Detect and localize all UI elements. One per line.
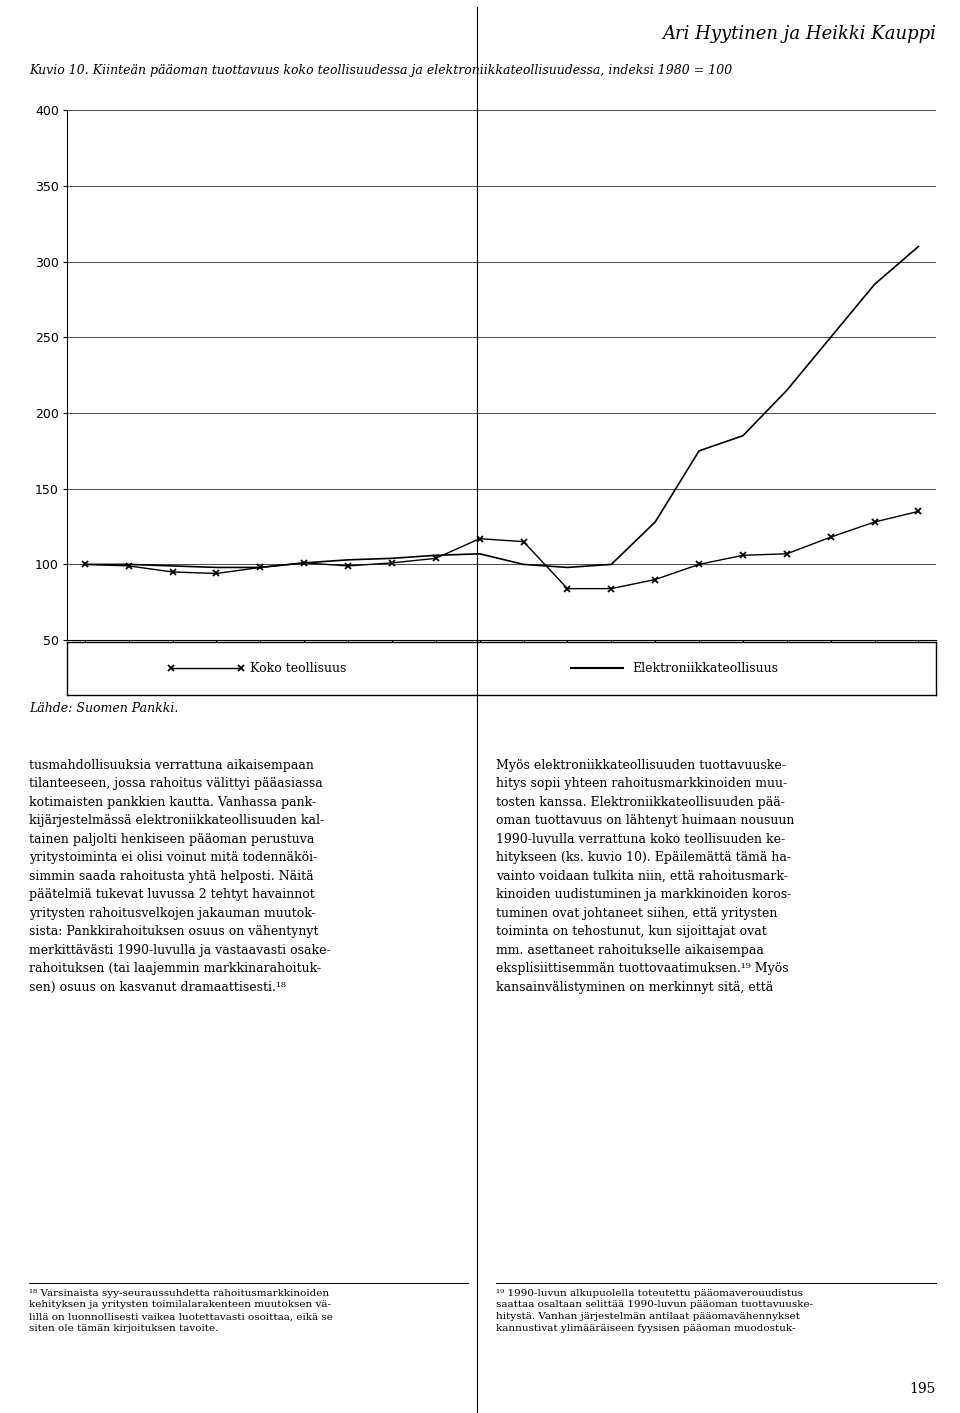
Text: Koko teollisuus: Koko teollisuus xyxy=(250,661,346,675)
Elektroniikkateollisuus xyxy=(210,560,222,577)
Koko teollisuus xyxy=(649,571,660,588)
Elektroniikkateollisuus xyxy=(606,555,617,572)
Koko teollisuus xyxy=(781,545,793,562)
Elektroniikkateollisuus xyxy=(79,555,90,572)
Koko teollisuus xyxy=(562,581,573,598)
Koko teollisuus xyxy=(299,554,310,571)
Elektroniikkateollisuus xyxy=(517,555,529,572)
Text: Myös elektroniikkateollisuuden tuottavuuske-
hitys sopii yhteen rahoitusmarkkino: Myös elektroniikkateollisuuden tuottavuu… xyxy=(496,759,795,993)
Elektroniikkateollisuus xyxy=(167,557,179,574)
Koko teollisuus xyxy=(517,533,529,550)
Line: Elektroniikkateollisuus: Elektroniikkateollisuus xyxy=(84,246,919,568)
Koko teollisuus xyxy=(79,555,90,572)
Text: tusmahdollisuuksia verrattuna aikaisempaan
tilanteeseen, jossa rahoitus välittyi: tusmahdollisuuksia verrattuna aikaisempa… xyxy=(29,759,330,993)
Koko teollisuus xyxy=(343,557,354,574)
Elektroniikkateollisuus xyxy=(343,551,354,568)
Elektroniikkateollisuus xyxy=(825,329,836,346)
Elektroniikkateollisuus xyxy=(299,554,310,571)
Text: Kuvio 10. Kiinteän pääoman tuottavuus koko teollisuudessa ja elektroniikkateolli: Kuvio 10. Kiinteän pääoman tuottavuus ko… xyxy=(29,64,732,76)
Koko teollisuus xyxy=(430,550,442,567)
Elektroniikkateollisuus xyxy=(123,555,134,572)
Koko teollisuus xyxy=(737,547,749,564)
Elektroniikkateollisuus xyxy=(254,560,266,577)
Koko teollisuus xyxy=(693,555,705,572)
Elektroniikkateollisuus xyxy=(430,547,442,564)
Text: Elektroniikkateollisuus: Elektroniikkateollisuus xyxy=(632,661,778,675)
Elektroniikkateollisuus xyxy=(474,545,486,562)
Koko teollisuus xyxy=(474,530,486,547)
Koko teollisuus xyxy=(386,554,397,571)
Koko teollisuus xyxy=(913,503,924,520)
Text: Ari Hyytinen ja Heikki Kauppi: Ari Hyytinen ja Heikki Kauppi xyxy=(662,25,936,44)
Text: ¹⁹ 1990-luvun alkupuolella toteutettu pääomaverouudistus
saattaa osaltaan selitt: ¹⁹ 1990-luvun alkupuolella toteutettu pä… xyxy=(496,1289,813,1332)
Elektroniikkateollisuus xyxy=(781,382,793,398)
Koko teollisuus xyxy=(825,528,836,545)
Line: Koko teollisuus: Koko teollisuus xyxy=(82,507,922,592)
Koko teollisuus xyxy=(123,557,134,574)
Koko teollisuus xyxy=(254,560,266,577)
Elektroniikkateollisuus xyxy=(913,237,924,254)
Koko teollisuus xyxy=(869,513,880,530)
Elektroniikkateollisuus xyxy=(869,276,880,292)
Elektroniikkateollisuus xyxy=(693,442,705,459)
Elektroniikkateollisuus xyxy=(562,560,573,577)
Koko teollisuus xyxy=(606,581,617,598)
Elektroniikkateollisuus xyxy=(386,550,397,567)
Text: 195: 195 xyxy=(910,1382,936,1396)
Elektroniikkateollisuus xyxy=(649,513,660,530)
Elektroniikkateollisuus xyxy=(737,427,749,444)
Koko teollisuus xyxy=(210,565,222,582)
Koko teollisuus xyxy=(167,564,179,581)
Text: ¹⁸ Varsinaista syy-seuraussuhdetta rahoitusmarkkinoiden
kehityksen ja yritysten : ¹⁸ Varsinaista syy-seuraussuhdetta rahoi… xyxy=(29,1289,333,1332)
Text: Lähde: Suomen Pankki.: Lähde: Suomen Pankki. xyxy=(29,702,179,715)
